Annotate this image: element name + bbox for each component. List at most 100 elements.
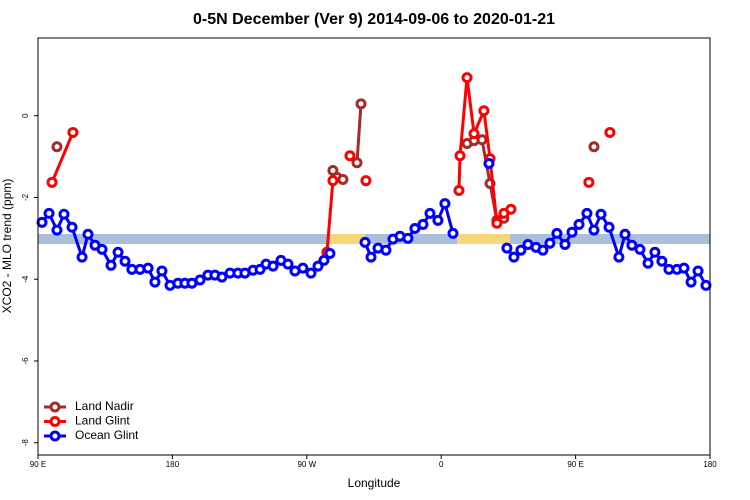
series-point (595, 208, 607, 220)
series-point (355, 98, 367, 110)
series-point (194, 274, 206, 286)
series-point (216, 271, 228, 283)
series-point (559, 238, 571, 250)
series-point (324, 247, 336, 259)
series-point (402, 232, 414, 244)
series-point (365, 251, 377, 263)
x-tick-label: 180 (703, 460, 717, 469)
series-point (417, 218, 429, 230)
series-point (583, 176, 595, 188)
x-tick-label: 180 (166, 460, 180, 469)
y-tick-label: -8 (21, 439, 30, 447)
series-point (36, 216, 48, 228)
series-point (642, 257, 654, 269)
plot-area (36, 72, 712, 291)
series-point (626, 239, 638, 251)
series-point (297, 262, 309, 274)
series-point (149, 276, 161, 288)
series-point (305, 267, 317, 279)
series-point (551, 227, 563, 239)
series-point (359, 236, 371, 248)
series-point (483, 158, 495, 170)
legend-marker (49, 430, 61, 442)
series-point (351, 157, 363, 169)
series-point (454, 150, 466, 162)
series-point (96, 243, 108, 255)
series-point (439, 198, 451, 210)
series-point (267, 260, 279, 272)
series-point (656, 255, 668, 267)
series-point (58, 208, 70, 220)
series-point (51, 141, 63, 153)
legend-marker (49, 416, 61, 427)
y-tick-label: -4 (21, 275, 30, 283)
series-point (573, 218, 585, 230)
series-point (678, 262, 690, 274)
series-point (491, 217, 503, 229)
series-point (409, 223, 421, 235)
series-point (424, 207, 436, 219)
series-point (447, 227, 459, 239)
series-point (105, 259, 117, 271)
band-land (330, 234, 365, 244)
series-point (537, 244, 549, 256)
series-point (649, 246, 661, 258)
series-point (685, 276, 697, 288)
series-point (344, 150, 356, 162)
series-point (67, 126, 79, 138)
series-point (613, 251, 625, 263)
series-point (468, 128, 480, 140)
legend-label: Land Glint (75, 414, 130, 428)
y-tick-label: 0 (21, 113, 30, 118)
legend-label: Land Nadir (75, 399, 134, 413)
x-tick-label: 90 W (297, 460, 316, 469)
band-ocean (38, 234, 330, 244)
series-point (337, 173, 349, 185)
series-point (604, 126, 616, 138)
surface-band (38, 234, 710, 244)
series-point (51, 224, 63, 236)
series-point (619, 228, 631, 240)
series-point (76, 251, 88, 263)
series-point (588, 224, 600, 236)
series-point (43, 207, 55, 219)
series-point (142, 262, 154, 274)
x-tick-label: 90 E (30, 460, 46, 469)
series-point (360, 175, 372, 187)
x-tick-label: 90 E (567, 460, 583, 469)
y-tick-label: -6 (21, 357, 30, 365)
series-point (461, 72, 473, 84)
series-point (588, 141, 600, 153)
series-point (432, 214, 444, 226)
series-point (508, 251, 520, 263)
series-point (156, 265, 168, 277)
series-point (692, 265, 704, 277)
legend-marker (49, 401, 61, 413)
series-point (478, 105, 490, 117)
x-tick-label: 0 (439, 460, 444, 469)
series-point (515, 244, 527, 256)
series-point (566, 226, 578, 238)
series-point (327, 175, 339, 187)
series-point (119, 255, 131, 267)
series-point (501, 242, 513, 254)
series-point (453, 184, 465, 196)
band-ocean (510, 234, 710, 244)
x-axis-label: Longitude (348, 476, 401, 490)
y-tick-label: -2 (21, 193, 30, 201)
series-point (282, 258, 294, 270)
series-point (380, 244, 392, 256)
series-point (46, 176, 58, 188)
chart-title: 0-5N December (Ver 9) 2014-09-06 to 2020… (193, 11, 555, 28)
series-point (66, 221, 78, 233)
series-point (82, 228, 94, 240)
series-point (318, 254, 330, 266)
series-point (581, 207, 593, 219)
series-point (476, 134, 488, 146)
band-land (457, 234, 510, 244)
series-point (544, 237, 556, 249)
series-point (634, 243, 646, 255)
plot-frame (37, 37, 711, 456)
y-axis-label: XCO2 - MLO trend (ppm) (0, 179, 14, 314)
